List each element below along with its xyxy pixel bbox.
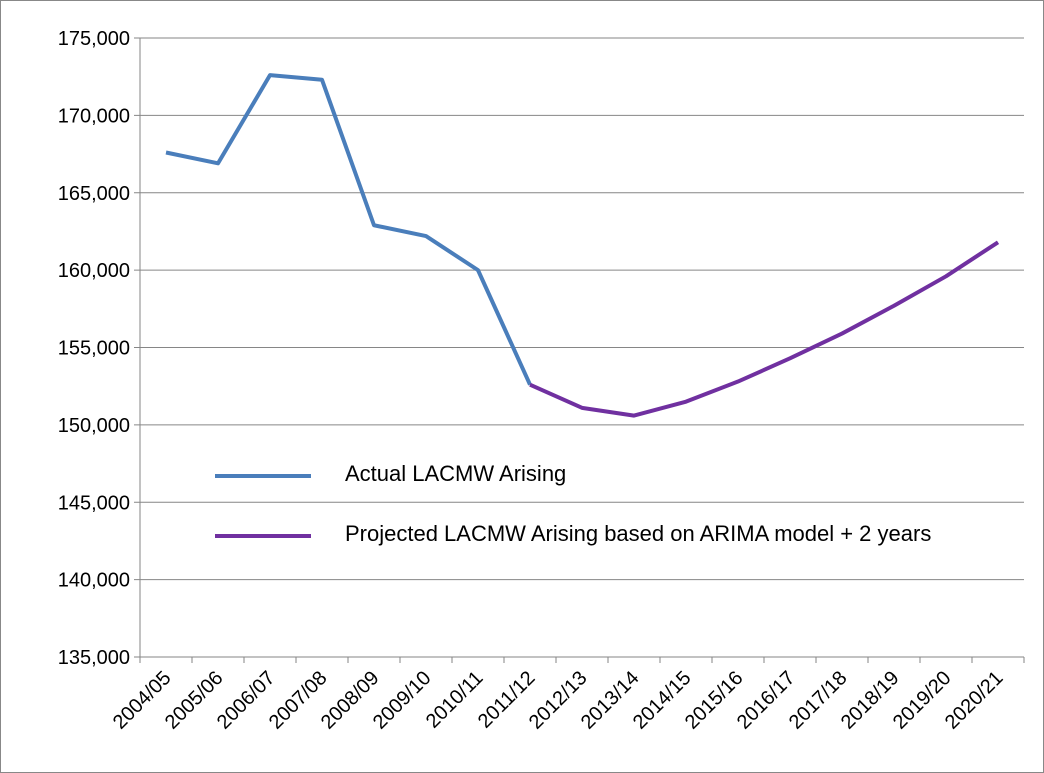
y-tick-label: 175,000 (58, 28, 130, 50)
y-tick-label: 150,000 (58, 415, 130, 437)
y-tick-label: 155,000 (58, 338, 130, 360)
y-tick-label: 165,000 (58, 183, 130, 205)
y-tick-label: 135,000 (58, 647, 130, 669)
series-line (165, 73, 532, 386)
legend-swatch (215, 474, 311, 478)
legend-label: Actual LACMW Arising (345, 461, 567, 486)
y-tick-label: 145,000 (58, 492, 130, 514)
legend-label: Projected LACMW Arising based on ARIMA m… (345, 521, 932, 546)
legend-swatch (215, 534, 311, 538)
series-line (529, 240, 1000, 418)
y-tick-label: 170,000 (58, 105, 130, 127)
y-tick-label: 140,000 (58, 570, 130, 592)
y-tick-label: 160,000 (58, 260, 130, 282)
